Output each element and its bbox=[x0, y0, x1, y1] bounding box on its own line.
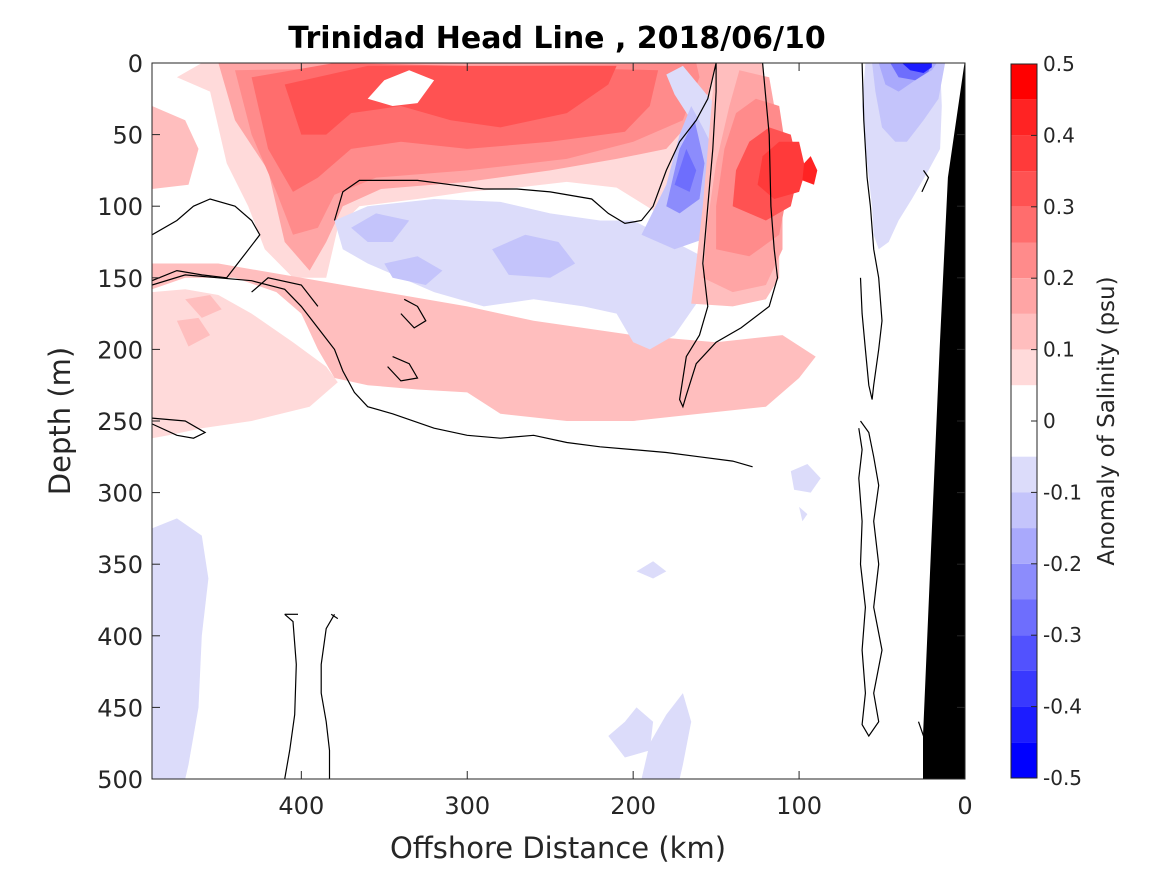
y-tick-label: 300 bbox=[97, 480, 143, 508]
salinity-region-34 bbox=[641, 693, 692, 779]
x-tick-label: 100 bbox=[776, 792, 822, 820]
salinity-region-0 bbox=[152, 106, 199, 189]
salinity-region-9 bbox=[185, 295, 222, 318]
colorbar-cell-6 bbox=[1011, 278, 1037, 314]
colorbar-cell-3 bbox=[1011, 171, 1037, 207]
x-tick-label: 200 bbox=[610, 792, 656, 820]
salinity-region-12 bbox=[351, 213, 410, 242]
x-tick-label: 300 bbox=[444, 792, 490, 820]
zero-contour-1 bbox=[152, 274, 753, 468]
plot-area: 0 50 100 150 200 250 300 350 400 450 500 400 300 200… bbox=[97, 50, 972, 820]
zero-contour-13 bbox=[330, 613, 339, 620]
colorbar-cell-14 bbox=[1011, 563, 1037, 600]
y-tick-label: 450 bbox=[97, 694, 143, 722]
colorbar-cell-18 bbox=[1011, 706, 1037, 743]
colorbar-tick-label: 0.2 bbox=[1043, 266, 1075, 290]
y-tick-label: 100 bbox=[97, 193, 143, 221]
x-axis: 400 300 200 100 0 bbox=[278, 63, 973, 820]
y-axis-label: Depth (m) bbox=[43, 347, 77, 495]
salinity-region-33 bbox=[608, 707, 654, 758]
zero-contour-7 bbox=[678, 63, 779, 409]
colorbar: 0.5 0.4 0.3 0.2 0.1 0 -0.1 -0.2 -0.3 -0.4 -0.5 bbox=[1010, 52, 1082, 790]
colorbar-cell-13 bbox=[1011, 528, 1037, 564]
zero-contour-8 bbox=[859, 63, 883, 400]
colorbar-tick-label: -0.4 bbox=[1043, 695, 1082, 719]
colorbar-tick-label: -0.5 bbox=[1043, 766, 1082, 790]
y-tick-label: 150 bbox=[97, 265, 143, 293]
salinity-region-29 bbox=[152, 518, 209, 779]
colorbar-cell-15 bbox=[1011, 599, 1037, 636]
colorbar-cell-1 bbox=[1011, 99, 1037, 136]
salinity-region-17 bbox=[674, 148, 697, 192]
seafloor bbox=[923, 63, 965, 779]
salinity-region-7 bbox=[152, 263, 816, 421]
zero-contour-14 bbox=[921, 170, 930, 193]
y-tick-label: 50 bbox=[112, 122, 143, 150]
colorbar-cell-5 bbox=[1011, 242, 1037, 279]
salinity-regions bbox=[152, 63, 957, 779]
salinity-region-30 bbox=[790, 464, 821, 493]
colorbar-tick-label: 0 bbox=[1043, 409, 1056, 433]
colorbar-cell-11 bbox=[1011, 456, 1037, 493]
colorbar-cell-0 bbox=[1011, 64, 1037, 100]
y-tick-label: 350 bbox=[97, 551, 143, 579]
zero-contour-6 bbox=[333, 63, 717, 225]
salinity-region-5 bbox=[284, 65, 617, 135]
colorbar-cells bbox=[1011, 64, 1037, 778]
zero-contour-3 bbox=[400, 298, 427, 329]
zero-contour-9 bbox=[858, 420, 883, 738]
salinity-region-13 bbox=[384, 256, 443, 285]
salinity-region-28 bbox=[902, 63, 932, 73]
colorbar-tick-label: 0.4 bbox=[1043, 123, 1075, 147]
colorbar-cell-7 bbox=[1011, 313, 1037, 350]
colorbar-cell-16 bbox=[1011, 635, 1037, 671]
zero-contour-0 bbox=[152, 198, 261, 282]
colorbar-cell-19 bbox=[1011, 742, 1037, 778]
colorbar-ticks: 0.5 0.4 0.3 0.2 0.1 0 -0.1 -0.2 -0.3 -0.4 -0.5 bbox=[1031, 52, 1082, 790]
zero-contour-2 bbox=[251, 277, 319, 307]
colorbar-cell-17 bbox=[1011, 670, 1037, 707]
x-tick-label: 400 bbox=[278, 792, 324, 820]
colorbar-tick-label: 0.1 bbox=[1043, 338, 1075, 362]
colorbar-tick-label: -0.2 bbox=[1043, 552, 1082, 576]
y-tick-label: 200 bbox=[97, 336, 143, 364]
colorbar-cell-8 bbox=[1011, 349, 1037, 386]
colorbar-tick-label: 0.3 bbox=[1043, 195, 1075, 219]
salinity-region-10 bbox=[176, 317, 211, 347]
colorbar-cell-12 bbox=[1011, 492, 1037, 529]
colorbar-tick-label: -0.1 bbox=[1043, 480, 1082, 504]
chart-title: Trinidad Head Line , 2018/06/10 bbox=[288, 21, 825, 56]
y-tick-label: 500 bbox=[97, 766, 143, 794]
salinity-region-31 bbox=[799, 506, 808, 522]
salinity-region-23 bbox=[802, 156, 818, 185]
seafloor-mask bbox=[923, 63, 965, 779]
colorbar-tick-label: 0.5 bbox=[1043, 52, 1075, 76]
y-tick-label: 0 bbox=[128, 50, 143, 78]
salinity-region-14 bbox=[492, 234, 576, 278]
colorbar-cell-2 bbox=[1011, 135, 1037, 172]
colorbar-label: Anomaly of Salinity (psu) bbox=[1094, 276, 1120, 565]
colorbar-cell-4 bbox=[1011, 206, 1037, 243]
salinity-region-6 bbox=[367, 70, 435, 106]
colorbar-tick-label: -0.3 bbox=[1043, 623, 1082, 647]
zero-contour-4 bbox=[387, 356, 419, 382]
y-axis: 0 50 100 150 200 250 300 350 400 450 500 bbox=[97, 50, 965, 794]
y-tick-label: 250 bbox=[97, 408, 143, 436]
salinity-region-11 bbox=[334, 65, 758, 350]
y-tick-label: 400 bbox=[97, 623, 143, 651]
salinity-region-32 bbox=[636, 561, 667, 579]
zero-contour-5 bbox=[152, 417, 207, 439]
zero-contour-11 bbox=[320, 613, 336, 779]
x-tick-label: 0 bbox=[957, 792, 972, 820]
zero-contour-10 bbox=[284, 613, 297, 779]
colorbar-cell-9 bbox=[1011, 385, 1037, 421]
colorbar-cell-10 bbox=[1011, 421, 1037, 457]
x-axis-label: Offshore Distance (km) bbox=[390, 831, 726, 865]
